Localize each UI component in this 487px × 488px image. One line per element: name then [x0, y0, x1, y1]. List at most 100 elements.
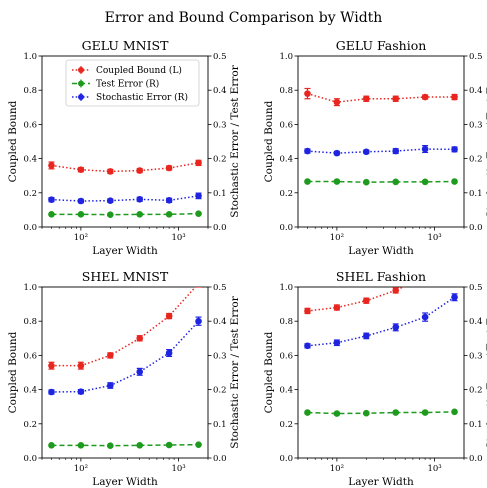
legend-swatch-marker	[78, 80, 84, 87]
y-tick-label-left: 1.0	[279, 52, 293, 62]
data-point	[451, 93, 458, 101]
x-axis-label: Layer Width	[92, 476, 158, 488]
data-point	[136, 211, 144, 218]
data-point	[304, 409, 311, 416]
y-tick-label-left: 0.8	[23, 317, 37, 327]
y-tick-label-left: 0.0	[279, 454, 293, 464]
panel-title: GELU MNIST	[82, 38, 169, 53]
data-point	[195, 210, 202, 217]
y-tick-label-left: 0.2	[23, 420, 37, 430]
data-point	[77, 442, 85, 449]
data-point	[451, 178, 458, 185]
data-point	[304, 307, 311, 315]
data-point	[421, 178, 429, 186]
y-tick-label-right: 0.1	[469, 420, 483, 430]
data-point	[421, 93, 429, 101]
x-tick-label: 10³	[427, 464, 441, 474]
data-point	[451, 408, 458, 416]
data-point	[106, 442, 114, 449]
y-tick-label-left: 0.2	[23, 189, 37, 199]
y-axis-label-right: Stochastic Error / Test Error	[485, 295, 487, 448]
y-tick-label-right: 0.0	[213, 223, 227, 233]
data-point	[165, 349, 173, 357]
data-point	[165, 197, 173, 204]
x-tick-label: 10²	[330, 464, 344, 474]
y-tick-label-right: 0.2	[213, 386, 227, 396]
y-tick-label-left: 0.6	[23, 120, 37, 130]
data-point	[451, 256, 458, 263]
series-line	[307, 411, 455, 415]
y-axis-label-right: Stochastic Error / Test Error	[229, 64, 241, 217]
y-tick-label-left: 1.0	[279, 283, 293, 293]
series-line	[307, 296, 455, 347]
series-line	[51, 443, 199, 447]
chart-panel: SHEL Fashion 0.0 0.2 0.4 0.6 0.8 1.0 0.0 0.1 0.2 0…	[263, 256, 487, 488]
x-tick-label: 10²	[330, 233, 344, 243]
data-point	[77, 197, 85, 205]
y-tick-label-left: 0.0	[23, 454, 37, 464]
data-point	[77, 211, 85, 218]
data-point	[195, 192, 202, 200]
legend-box	[65, 59, 200, 107]
x-axis-label: Layer Width	[92, 245, 158, 257]
legend-swatch-marker	[78, 67, 84, 73]
series-layer	[48, 287, 202, 449]
data-point	[392, 147, 400, 155]
data-point	[421, 145, 429, 153]
legend-label: Stochastic Error (R)	[96, 92, 188, 103]
data-point	[451, 146, 458, 153]
data-point	[195, 317, 202, 325]
data-point	[106, 352, 114, 359]
data-point	[165, 312, 173, 320]
data-point	[48, 196, 55, 203]
y-tick-label-right: 0.4	[469, 86, 483, 96]
figure-title: Error and Bound Comparison by Width	[105, 10, 383, 26]
x-tick-label: 10³	[171, 233, 185, 243]
y-tick-label-left: 0.8	[279, 86, 293, 96]
data-point	[362, 178, 370, 186]
data-point	[136, 195, 144, 203]
y-tick-label-right: 0.1	[213, 189, 227, 199]
data-point	[136, 167, 144, 174]
data-point	[392, 178, 400, 186]
data-point	[333, 149, 341, 157]
y-axis-label-left: Coupled Bound	[263, 331, 275, 413]
data-point	[48, 211, 55, 218]
panel-title: SHEL MNIST	[82, 269, 169, 284]
y-tick-label-left: 0.4	[23, 386, 37, 396]
y-tick-label-right: 0.5	[213, 283, 227, 293]
y-tick-label-right: 0.2	[469, 155, 483, 165]
y-tick-label-right: 0.5	[469, 283, 483, 293]
series-line	[51, 195, 199, 202]
data-point	[362, 297, 370, 304]
plot-frame	[41, 55, 209, 228]
y-tick-label-left: 0.0	[23, 223, 37, 233]
y-tick-label-right: 0.3	[213, 351, 227, 361]
y-tick-label-left: 0.6	[23, 351, 37, 361]
series-line	[307, 92, 455, 103]
series-line	[51, 287, 197, 367]
y-tick-label-right: 0.4	[213, 317, 227, 327]
y-axis-label-right: Stochastic Error / Test Error	[485, 64, 487, 217]
y-tick-label-right: 0.3	[469, 351, 483, 361]
data-point	[195, 441, 202, 448]
data-point	[392, 95, 400, 103]
plot-frame	[41, 286, 209, 459]
y-tick-label-right: 0.2	[469, 386, 483, 396]
data-point	[48, 362, 55, 369]
data-point	[195, 159, 202, 167]
plot-frame	[297, 55, 465, 228]
x-tick-label: 10²	[74, 233, 88, 243]
data-point	[48, 388, 55, 396]
data-point	[106, 382, 114, 389]
data-point	[165, 441, 173, 449]
y-tick-label-right: 0.4	[213, 86, 227, 96]
y-tick-label-right: 0.4	[469, 317, 483, 327]
data-point	[106, 168, 114, 175]
data-point	[304, 147, 311, 155]
data-point	[333, 339, 341, 347]
y-axis-label-left: Coupled Bound	[7, 331, 19, 413]
data-point	[362, 409, 370, 417]
data-point	[392, 409, 400, 416]
